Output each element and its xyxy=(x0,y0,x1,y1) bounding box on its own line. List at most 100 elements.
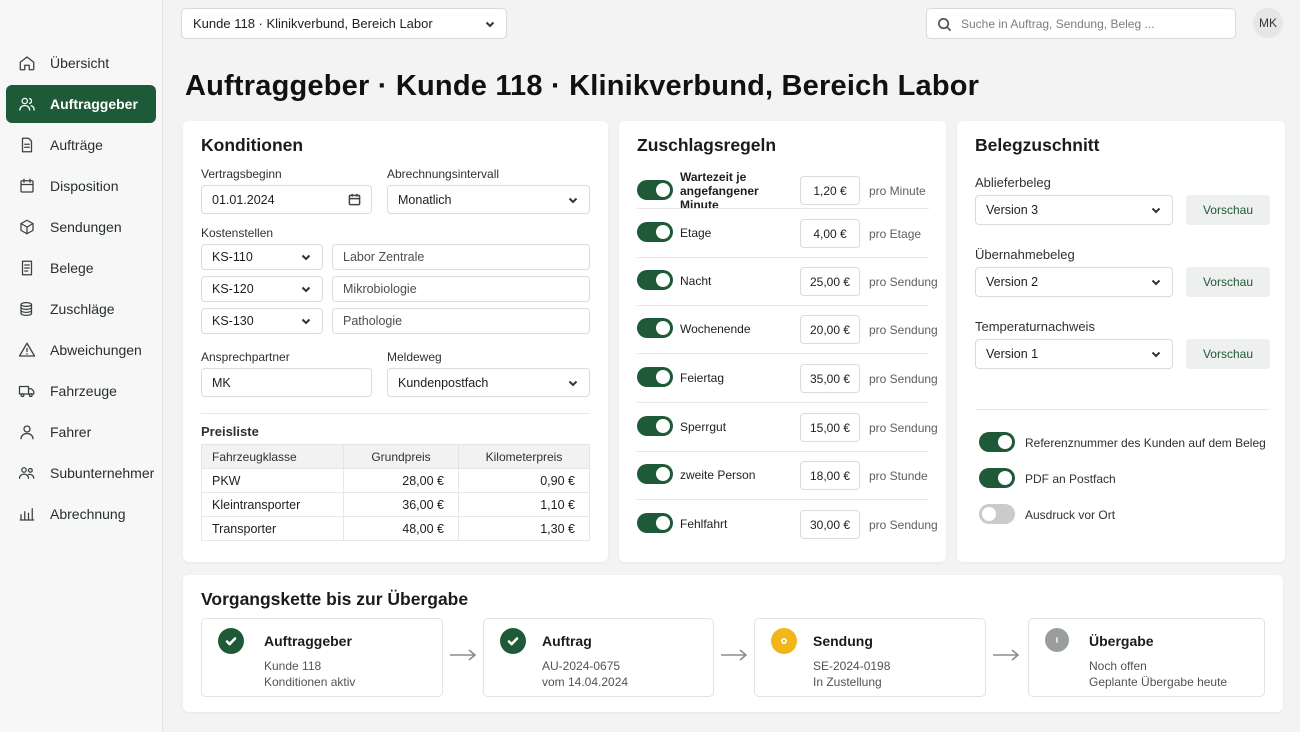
rule-value-field[interactable]: 25,00 € xyxy=(800,267,860,296)
fahrzeugklasse-cell: Kleintransporter xyxy=(201,492,344,517)
pending-icon xyxy=(1045,628,1069,652)
sidebar-item-sendungen[interactable]: Sendungen xyxy=(6,208,156,246)
chevron-down-icon xyxy=(300,251,312,263)
kostenstelle-select[interactable]: KS-120 xyxy=(201,276,323,302)
step-uebergabe[interactable]: Übergabe Noch offen Geplante Übergabe he… xyxy=(1028,618,1265,697)
intervall-select[interactable]: Monatlich xyxy=(387,185,590,214)
preisliste-table: Fahrzeugklasse Grundpreis Kilometerpreis… xyxy=(201,444,590,541)
chevron-down-icon xyxy=(1150,204,1162,216)
step-title: Auftrag xyxy=(542,633,592,649)
kostenstelle-select[interactable]: KS-130 xyxy=(201,308,323,334)
calendar-icon[interactable] xyxy=(348,193,361,209)
box-icon xyxy=(17,217,37,237)
chevron-down-icon xyxy=(1150,276,1162,288)
ausdruck-toggle[interactable] xyxy=(979,504,1015,524)
beleg-version-select[interactable]: Version 1 xyxy=(975,339,1173,369)
sidebar-item-disposition[interactable]: Disposition xyxy=(6,167,156,205)
zuschlag-rule-row: zweite Person 18,00 € pro Stunde xyxy=(619,461,946,509)
fahrzeugklasse-cell: Transporter xyxy=(201,516,344,541)
kilometerpreis-cell: 1,30 € xyxy=(458,516,590,541)
rule-value-field[interactable]: 30,00 € xyxy=(800,510,860,539)
grundpreis-cell: 48,00 € xyxy=(343,516,459,541)
step-detail: Konditionen aktiv xyxy=(264,675,356,689)
zuschlag-toggle[interactable] xyxy=(637,513,673,533)
rule-name: Feiertag xyxy=(680,371,725,385)
referenznummer-toggle[interactable] xyxy=(979,432,1015,452)
truck-icon xyxy=(17,381,37,401)
step-auftraggeber[interactable]: Auftraggeber Kunde 118 Konditionen aktiv xyxy=(201,618,443,697)
rule-unit: pro Sendung xyxy=(869,421,938,435)
zuschlagsregeln-card: Zuschlagsregeln Wartezeit je angefangene… xyxy=(619,121,946,562)
sidebar-item-abrechnung[interactable]: Abrechnung xyxy=(6,495,156,533)
rule-value-field[interactable]: 1,20 € xyxy=(800,176,860,205)
client-select[interactable]: Kunde 118 · Klinikverbund, Bereich Labor xyxy=(181,8,507,39)
beleg-version-select[interactable]: Version 2 xyxy=(975,267,1173,297)
users-icon xyxy=(17,94,37,114)
rule-unit: pro Sendung xyxy=(869,323,938,337)
arrow-right-icon xyxy=(449,648,477,667)
step-title: Übergabe xyxy=(1089,633,1154,649)
search-input[interactable]: Suche in Auftrag, Sendung, Beleg ... xyxy=(926,8,1236,39)
kostenstelle-select[interactable]: KS-110 xyxy=(201,244,323,270)
in-progress-icon xyxy=(771,628,797,654)
calendar-icon xyxy=(17,176,37,196)
sidebar-item-label: Abrechnung xyxy=(50,506,126,522)
sidebar-item-label: Disposition xyxy=(50,178,119,194)
sidebar-item-fahrzeuge[interactable]: Fahrzeuge xyxy=(6,372,156,410)
zuschlag-toggle[interactable] xyxy=(637,180,673,200)
sidebar-item-uebersicht[interactable]: Übersicht xyxy=(6,44,156,82)
avatar[interactable]: MK xyxy=(1253,8,1283,38)
beleg-label: Temperaturnachweis xyxy=(975,319,1095,334)
beleg-label: Ablieferbeleg xyxy=(975,175,1051,190)
chevron-down-icon xyxy=(484,18,496,30)
ansprechpartner-field[interactable]: MK xyxy=(201,368,372,397)
divider xyxy=(637,353,929,354)
topbar: Kunde 118 · Klinikverbund, Bereich Labor… xyxy=(181,8,1286,39)
konditionen-card: Konditionen Vertragsbeginn 01.01.2024 Ab… xyxy=(183,121,608,562)
sidebar-item-abweichungen[interactable]: Abweichungen xyxy=(6,331,156,369)
sidebar-item-fahrer[interactable]: Fahrer xyxy=(6,413,156,451)
step-sendung[interactable]: Sendung SE-2024-0198 In Zustellung xyxy=(754,618,986,697)
rule-value-field[interactable]: 18,00 € xyxy=(800,461,860,490)
sidebar-item-subunternehmer[interactable]: Subunternehmer xyxy=(6,454,156,492)
rule-value-field[interactable]: 4,00 € xyxy=(800,219,860,248)
vertragsbeginn-field[interactable]: 01.01.2024 xyxy=(201,185,372,214)
sidebar-item-auftraggeber[interactable]: Auftraggeber xyxy=(6,85,156,123)
rule-value-field[interactable]: 15,00 € xyxy=(800,413,860,442)
pdf-postfach-toggle[interactable] xyxy=(979,468,1015,488)
coins-icon xyxy=(17,299,37,319)
zuschlag-toggle[interactable] xyxy=(637,270,673,290)
zuschlag-toggle[interactable] xyxy=(637,464,673,484)
vorschau-button[interactable]: Vorschau xyxy=(1186,195,1270,225)
zuschlag-toggle[interactable] xyxy=(637,318,673,338)
belegzuschnitt-title: Belegzuschnitt xyxy=(975,135,1100,155)
step-auftrag[interactable]: Auftrag AU-2024-0675 vom 14.04.2024 xyxy=(483,618,714,697)
rule-value-field[interactable]: 20,00 € xyxy=(800,315,860,344)
vorschau-button[interactable]: Vorschau xyxy=(1186,339,1270,369)
kostenstelle-name-field[interactable]: Pathologie xyxy=(332,308,590,334)
rule-value-field[interactable]: 35,00 € xyxy=(800,364,860,393)
warning-icon xyxy=(17,340,37,360)
kostenstelle-name-field[interactable]: Mikrobiologie xyxy=(332,276,590,302)
kostenstelle-name-field[interactable]: Labor Zentrale xyxy=(332,244,590,270)
meldeweg-label: Meldeweg xyxy=(387,350,442,364)
zuschlag-toggle[interactable] xyxy=(637,416,673,436)
rule-unit: pro Etage xyxy=(869,227,922,241)
preisliste-label: Preisliste xyxy=(201,424,259,439)
meldeweg-select[interactable]: Kundenpostfach xyxy=(387,368,590,397)
zuschlag-toggle[interactable] xyxy=(637,367,673,387)
sidebar-item-auftraege[interactable]: Aufträge xyxy=(6,126,156,164)
zuschlag-toggle[interactable] xyxy=(637,222,673,242)
page-title: Auftraggeber · Kunde 118 · Klinikverbund… xyxy=(185,70,980,102)
vorschau-button[interactable]: Vorschau xyxy=(1186,267,1270,297)
kostenstelle-code: KS-110 xyxy=(212,250,253,264)
beleg-version-select[interactable]: Version 3 xyxy=(975,195,1173,225)
chevron-down-icon xyxy=(567,377,579,389)
sidebar-item-zuschlaege[interactable]: Zuschläge xyxy=(6,290,156,328)
chevron-down-icon xyxy=(300,283,312,295)
column-header: Grundpreis xyxy=(343,444,459,469)
konditionen-title: Konditionen xyxy=(201,135,304,155)
beleg-version-value: Version 2 xyxy=(986,275,1039,289)
step-title: Sendung xyxy=(813,633,873,649)
sidebar-item-belege[interactable]: Belege xyxy=(6,249,156,287)
